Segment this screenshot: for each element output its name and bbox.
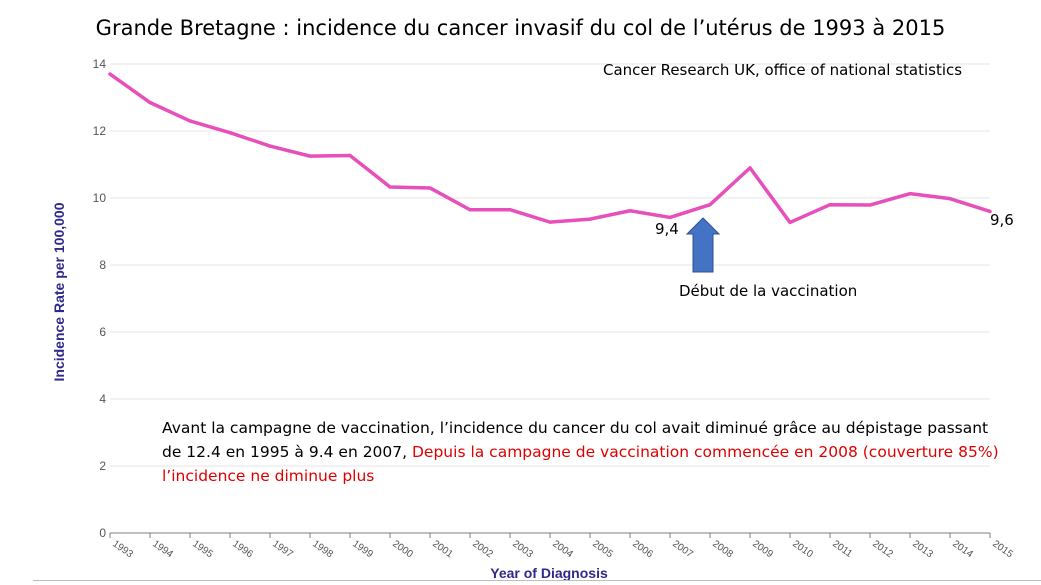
x-tick-label: 1997 [270, 538, 295, 560]
x-tick-label: 1994 [150, 538, 175, 560]
data-point [188, 119, 192, 123]
x-tick-label: 2014 [950, 538, 975, 560]
data-point [628, 209, 632, 213]
x-tick-label: 2007 [670, 538, 695, 560]
data-point [508, 208, 512, 212]
vaccination-arrow [685, 217, 721, 273]
x-tick-label: 1996 [230, 538, 255, 560]
explanation-paragraph: Avant la campagne de vaccination, l’inci… [162, 416, 1002, 488]
data-point [988, 209, 992, 213]
data-point [108, 72, 112, 76]
data-point [948, 197, 952, 201]
x-tick-label: 2004 [550, 538, 575, 560]
data-point [148, 100, 152, 105]
x-tick-label: 2003 [510, 538, 535, 560]
annotation-vaccination-start: Début de la vaccination [679, 282, 858, 300]
annotation-2015-value: 9,6 [990, 211, 1014, 229]
x-tick-label: 2006 [630, 538, 655, 560]
x-tick-label: 2015 [990, 538, 1015, 560]
data-point [788, 220, 792, 225]
x-tick-label: 1999 [350, 538, 375, 560]
x-tick-label: 2012 [870, 538, 895, 560]
data-point [468, 208, 472, 212]
x-tick-label: 1995 [190, 538, 215, 560]
data-point [428, 186, 432, 190]
y-tick-label: 2 [99, 459, 106, 473]
data-point [308, 154, 312, 158]
data-point [588, 217, 592, 221]
y-axis-label: Incidence Rate per 100,000 [51, 202, 67, 382]
data-point [868, 203, 872, 207]
y-tick-label: 10 [93, 191, 107, 205]
x-tick-label: 2008 [710, 538, 735, 560]
x-tick-label: 2009 [750, 538, 775, 560]
page-baseline-divider [33, 580, 1041, 581]
x-tick-label: 2013 [910, 538, 935, 560]
data-point [828, 203, 832, 207]
x-tick-label: 2010 [790, 538, 815, 560]
series-line-0 [108, 72, 992, 225]
x-tick-label: 2005 [590, 538, 615, 560]
data-point [708, 203, 712, 207]
y-tick-label: 0 [99, 526, 106, 540]
source-note: Cancer Research UK, office of national s… [603, 61, 963, 79]
data-point [348, 153, 352, 158]
y-tick-label: 14 [93, 57, 107, 71]
data-point [268, 144, 272, 148]
explanation-highlight: Depuis la campagne de vaccination commen… [162, 443, 999, 485]
data-point [548, 220, 552, 224]
x-tick-label: 1993 [110, 538, 135, 560]
y-tick-label: 8 [99, 258, 106, 272]
explanation-text: Avant la campagne de vaccination, l’inci… [162, 419, 989, 461]
x-tick-label: 2002 [470, 538, 495, 560]
x-tick-label: 2000 [390, 538, 415, 560]
x-axis-label: Year of Diagnosis [490, 565, 608, 581]
annotation-2007-value: 9,4 [655, 220, 679, 238]
x-tick-label: 2011 [830, 538, 854, 560]
chart-title: Grande Bretagne : incidence du cancer in… [95, 16, 946, 40]
y-tick-label: 12 [93, 124, 107, 138]
data-point [908, 192, 912, 196]
data-point [388, 185, 392, 189]
data-point [668, 215, 672, 220]
data-point [228, 131, 232, 135]
y-tick-label: 6 [99, 325, 106, 339]
x-tick-label: 1998 [310, 538, 335, 560]
x-tick-label: 2001 [430, 538, 455, 560]
data-point [748, 166, 752, 170]
y-tick-label: 4 [99, 392, 106, 406]
